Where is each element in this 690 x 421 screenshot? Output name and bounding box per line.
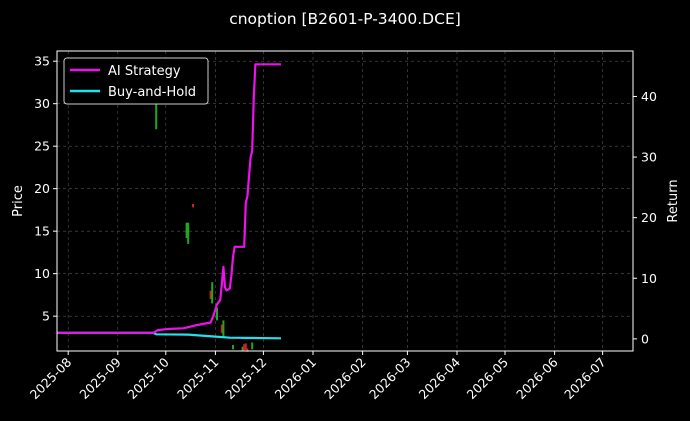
price-candle bbox=[211, 282, 214, 304]
right-axis-label: Return bbox=[666, 179, 681, 222]
legend: AI Strategy Buy-and-Hold bbox=[63, 57, 209, 105]
price-candle bbox=[232, 345, 234, 350]
left-tick-label: 5 bbox=[42, 309, 50, 324]
left-axis-label: Price bbox=[11, 185, 26, 217]
price-candle bbox=[251, 342, 254, 350]
legend-label-ai-strategy: AI Strategy bbox=[108, 64, 181, 79]
left-axis-ticks: 5 10 15 20 25 30 35 bbox=[34, 54, 57, 324]
left-tick-label: 25 bbox=[34, 139, 50, 154]
right-tick-label: 20 bbox=[641, 210, 657, 225]
price-candle bbox=[241, 346, 244, 351]
left-tick-label: 20 bbox=[34, 181, 50, 196]
price-candle bbox=[216, 307, 218, 321]
price-candle bbox=[244, 343, 247, 351]
price-candle bbox=[209, 290, 212, 300]
right-tick-label: 40 bbox=[641, 89, 657, 104]
price-candle bbox=[185, 222, 188, 238]
left-tick-label: 15 bbox=[34, 224, 50, 239]
price-candle bbox=[220, 324, 223, 334]
series-line-ai-strategy bbox=[57, 63, 281, 334]
right-tick-label: 10 bbox=[641, 271, 657, 286]
legend-label-buy-and-hold: Buy-and-Hold bbox=[108, 85, 196, 100]
right-tick-label: 30 bbox=[641, 150, 657, 165]
return-series bbox=[57, 63, 282, 340]
chart-title: cnoption [B2601-P-3400.DCE] bbox=[229, 10, 461, 28]
price-candle bbox=[192, 203, 194, 208]
left-tick-label: 30 bbox=[34, 96, 50, 111]
price-candle bbox=[243, 344, 246, 351]
left-tick-label: 10 bbox=[34, 266, 50, 281]
price-candle bbox=[222, 320, 225, 338]
price-candles bbox=[155, 90, 254, 352]
price-candle bbox=[246, 348, 249, 352]
plot-frame bbox=[56, 50, 634, 352]
price-candle bbox=[187, 222, 190, 244]
left-tick-label: 35 bbox=[34, 54, 50, 69]
right-tick-label: 0 bbox=[641, 331, 649, 346]
right-axis-ticks: 0 10 20 30 40 bbox=[633, 89, 657, 346]
price-candle bbox=[155, 90, 158, 130]
